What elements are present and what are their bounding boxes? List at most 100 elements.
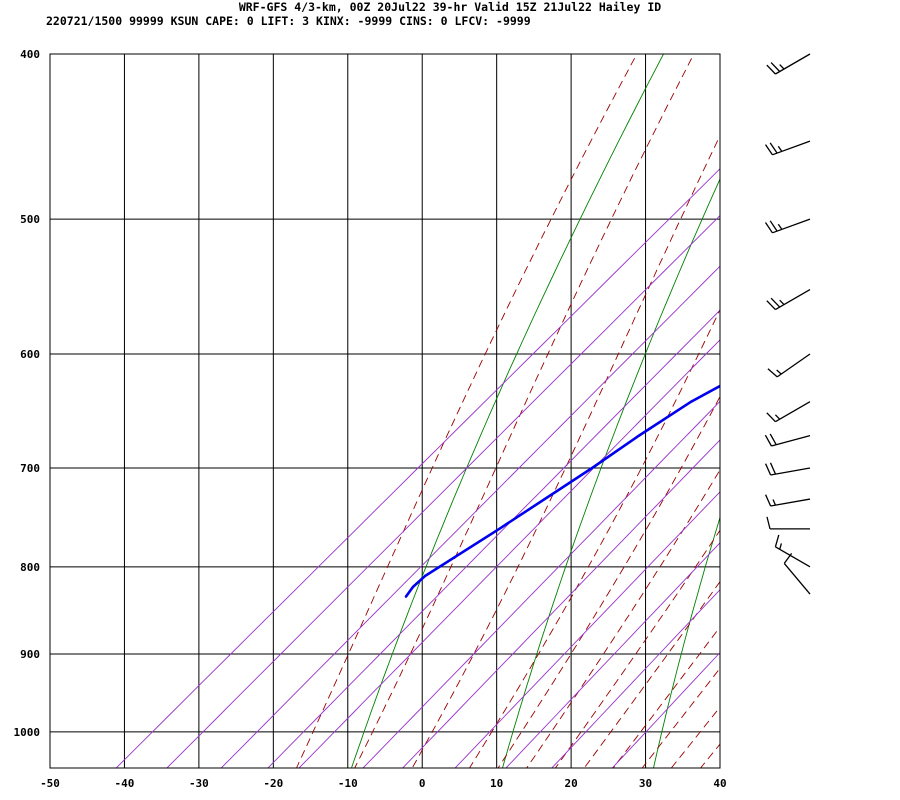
thermo-lines (115, 35, 900, 775)
pressure-tick-label: 800 (20, 561, 40, 574)
profile-point (755, 365, 757, 367)
profile-point (411, 585, 415, 589)
barb-flag (769, 433, 777, 446)
barb-half-flag (779, 543, 783, 550)
dry-adiabat-line (803, 35, 900, 775)
mixing-ratio-line (166, 214, 720, 768)
profile-point (869, 140, 871, 142)
barb-flag (766, 412, 776, 423)
temperature-tick-label: -10 (338, 777, 358, 790)
mixing-ratio-line (454, 491, 720, 768)
barb-staff (775, 53, 811, 75)
wind-barb (767, 353, 811, 378)
barb-staff (775, 401, 811, 423)
temperature-tick-label: -30 (189, 777, 209, 790)
wind-barb (766, 53, 811, 75)
profile-point (498, 527, 501, 531)
barb-flag (766, 300, 776, 311)
pressure-tick-label: 600 (20, 348, 40, 361)
pressure-axis: 400 500 600 700 800 900 1000 (14, 48, 41, 739)
profile-point (423, 574, 427, 578)
profile-point (780, 586, 782, 588)
wind-barb (766, 289, 811, 311)
wind-barb (764, 433, 811, 447)
moist-adiabat-line (497, 395, 720, 768)
chart-stats-line: 220721/1500 99999 KSUN CAPE: 0 LIFT: 3 K… (46, 14, 531, 28)
profile-point (828, 288, 830, 290)
pressure-tick-label: 900 (20, 648, 40, 661)
barb-flag (764, 434, 772, 447)
barb-flag (769, 462, 777, 475)
temperature-tick-label: 0 (419, 777, 426, 790)
moist-adiabat-line (583, 580, 720, 768)
profile-point (637, 434, 641, 437)
barb-flag (765, 463, 772, 476)
barb-flag (766, 64, 776, 75)
profile-line (778, 54, 900, 597)
dry-adiabat-line (351, 54, 665, 768)
mixing-ratio-line (267, 309, 720, 768)
pressure-tick-label: 700 (20, 462, 40, 475)
profile-point (835, 401, 837, 403)
temperature-tick-label: -40 (115, 777, 135, 790)
barb-staff (772, 218, 811, 234)
wind-barb (764, 140, 811, 156)
barb-flag (764, 144, 773, 156)
temperature-tick-label: -50 (40, 777, 60, 790)
mixing-ratio-line (402, 439, 720, 768)
mixing-ratio-line (362, 400, 720, 768)
profile-point (404, 595, 408, 598)
mixing-ratio-line (298, 339, 720, 768)
moist-adiabat-line (354, 54, 695, 768)
temperature-tick-label: 30 (639, 777, 652, 790)
sounding-profiles (404, 54, 900, 598)
barb-flag (769, 142, 778, 154)
temperature-tick-label: -20 (263, 777, 283, 790)
plot-frame (49, 53, 721, 769)
barb-flag (783, 553, 793, 564)
mixing-ratio-line (611, 651, 720, 768)
profile-point (777, 596, 779, 598)
profile-point (839, 218, 841, 220)
barb-staff (783, 562, 811, 595)
barb-staff (771, 434, 811, 447)
barb-flag (769, 220, 778, 232)
barb-half-flag (776, 369, 782, 375)
profile-point (822, 321, 824, 323)
temperature-tick-label: 10 (490, 777, 503, 790)
mixing-ratio-line (115, 168, 720, 768)
moist-adiabat-line (526, 469, 720, 768)
temperature-tick-label: 20 (564, 777, 577, 790)
barb-half-flag (777, 223, 783, 230)
wind-barb (766, 401, 811, 423)
barb-half-flag (774, 414, 781, 420)
wind-barb (764, 218, 811, 234)
barb-staff (770, 467, 811, 476)
wind-barb-column (764, 53, 811, 595)
profile-point (884, 302, 886, 304)
barb-flag (774, 534, 780, 547)
barb-staff (776, 353, 811, 378)
pressure-tick-label: 1000 (14, 726, 41, 739)
barb-staff (775, 289, 811, 311)
moist-adiabat-line (641, 667, 720, 768)
moist-adiabat-line (295, 54, 638, 768)
barb-staff (772, 140, 811, 156)
temperature-axis: -50 -40 -30 -20 -10 0 10 20 30 40 (40, 777, 727, 790)
mixing-ratio-line (220, 265, 720, 768)
barb-flag (770, 297, 781, 308)
moist-adiabat-line (411, 134, 720, 768)
barb-half-flag (779, 299, 785, 306)
barb-flag (766, 516, 771, 530)
chart-title: WRF-GFS 4/3-km, 00Z 20Jul22 39-hr Valid … (239, 0, 661, 14)
barb-flag (767, 368, 778, 378)
wind-barb (765, 494, 811, 507)
pressure-tick-label: 500 (20, 213, 40, 226)
profile-point (814, 467, 816, 469)
mixing-ratio-line (505, 542, 720, 768)
profile-point (824, 434, 826, 436)
mixing-ratio-line (551, 589, 720, 768)
barb-flag (765, 494, 772, 507)
wind-barb (774, 534, 811, 568)
